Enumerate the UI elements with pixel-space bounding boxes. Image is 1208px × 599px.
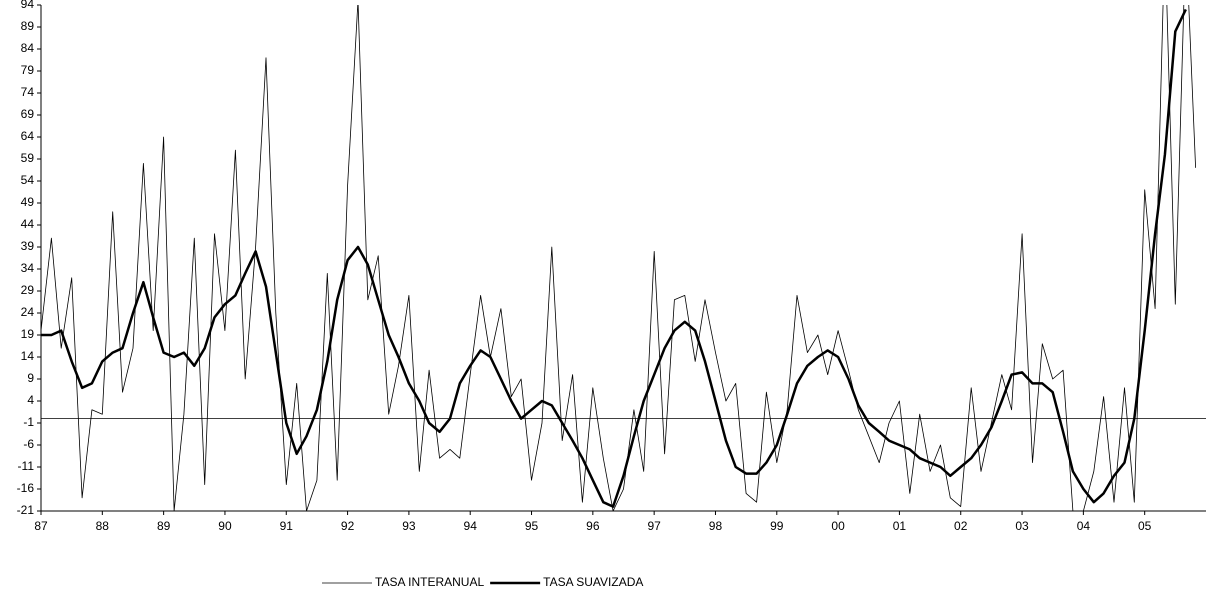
y-tick-label: 34 [21, 261, 35, 275]
y-tick-label: 44 [21, 217, 35, 231]
y-tick-label: 4 [27, 393, 34, 407]
y-tick-label: 54 [21, 173, 35, 187]
x-tick-label: 88 [96, 519, 110, 533]
x-tick-label: 96 [586, 519, 600, 533]
series-line [41, 5, 1196, 511]
y-tick-label: 94 [21, 0, 35, 11]
y-tick-label: 59 [21, 151, 35, 165]
x-tick-label: 98 [709, 519, 723, 533]
x-tick-label: 90 [218, 519, 232, 533]
legend-label: TASA INTERANUAL [375, 575, 484, 589]
x-tick-label: 92 [341, 519, 355, 533]
x-tick-label: 89 [157, 519, 171, 533]
x-tick-label: 94 [464, 519, 478, 533]
x-tick-label: 03 [1015, 519, 1029, 533]
x-tick-label: 00 [831, 519, 845, 533]
y-tick-label: 29 [21, 283, 35, 297]
y-tick-label: 79 [21, 63, 35, 77]
y-tick-label: 74 [21, 85, 35, 99]
legend-label: TASA SUAVIZADA [543, 575, 643, 589]
y-tick-label: 24 [21, 305, 35, 319]
y-tick-label: -11 [18, 459, 35, 473]
x-tick-label: 95 [525, 519, 539, 533]
y-tick-label: 39 [21, 239, 35, 253]
y-tick-label: 49 [21, 195, 35, 209]
x-tick-label: 02 [954, 519, 968, 533]
x-tick-label: 93 [402, 519, 416, 533]
x-tick-label: 87 [34, 519, 48, 533]
y-tick-label: 9 [27, 371, 34, 385]
y-tick-label: -6 [23, 437, 34, 451]
y-tick-label: -21 [17, 503, 35, 517]
y-tick-label: -1 [23, 415, 34, 429]
series-line [41, 8, 1187, 508]
y-tick-label: 84 [21, 41, 35, 55]
x-tick-label: 97 [647, 519, 661, 533]
x-tick-label: 01 [893, 519, 907, 533]
x-tick-label: 05 [1138, 519, 1152, 533]
x-tick-label: 99 [770, 519, 784, 533]
x-tick-label: 04 [1077, 519, 1091, 533]
y-tick-label: -16 [17, 481, 35, 495]
y-tick-label: 19 [21, 327, 35, 341]
y-tick-label: 89 [21, 19, 35, 33]
y-tick-label: 14 [21, 349, 35, 363]
y-tick-label: 64 [21, 129, 35, 143]
x-tick-label: 91 [280, 519, 294, 533]
y-tick-label: 69 [21, 107, 35, 121]
